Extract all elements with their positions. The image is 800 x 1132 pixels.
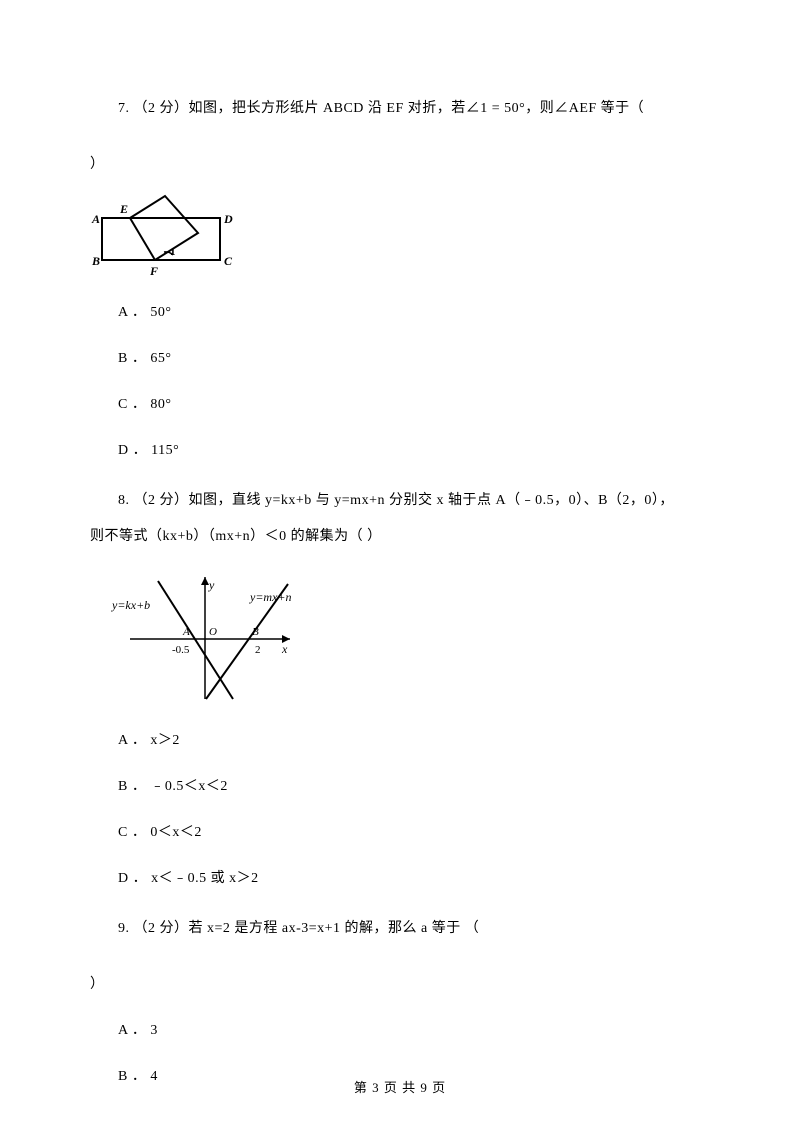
- page-footer: 第 3 页 共 9 页: [0, 1077, 800, 1096]
- svg-text:A: A: [91, 212, 100, 226]
- svg-text:E: E: [119, 202, 128, 216]
- svg-text:O: O: [209, 626, 217, 638]
- q8-option-b: B ． ﹣0.5＜x＜2: [90, 773, 710, 801]
- svg-text:A: A: [182, 626, 190, 638]
- q8-option-a: A ． x＞2: [90, 727, 710, 755]
- svg-text:y: y: [208, 578, 215, 592]
- q8-figure: y=kx+b y=mx+n y x A O B -0.5 2: [110, 569, 710, 709]
- q9-text-1: 9. （2 分）若 x=2 是方程 ax-3=x+1 的解，那么 a 等于 （: [90, 915, 710, 943]
- svg-text:1: 1: [170, 246, 176, 258]
- q9-option-a: A ． 3: [90, 1017, 710, 1045]
- svg-text:-0.5: -0.5: [172, 644, 190, 656]
- q8-text-2: 则不等式（kx+b）（mx+n）＜0 的解集为（ ）: [90, 523, 710, 551]
- svg-text:D: D: [223, 212, 233, 226]
- svg-text:B: B: [252, 626, 259, 638]
- q7-option-b: B ． 65°: [90, 345, 710, 373]
- svg-text:F: F: [149, 264, 158, 278]
- q7-option-d: D ． 115°: [90, 437, 710, 465]
- q7-option-a: A ． 50°: [90, 299, 710, 327]
- svg-text:C: C: [224, 254, 233, 268]
- q8-option-c: C ． 0＜x＜2: [90, 819, 710, 847]
- q8-text-1: 8. （2 分）如图，直线 y=kx+b 与 y=mx+n 分别交 x 轴于点 …: [90, 487, 710, 515]
- svg-text:2: 2: [255, 644, 261, 656]
- svg-text:y=kx+b: y=kx+b: [111, 598, 150, 612]
- svg-text:y=mx+n: y=mx+n: [249, 590, 292, 604]
- q9-text-2: ）: [90, 971, 710, 999]
- q8-option-d: D ． x＜﹣0.5 或 x＞2: [90, 865, 710, 893]
- svg-text:x: x: [281, 642, 288, 656]
- svg-text:B: B: [91, 254, 100, 268]
- q7-option-c: C ． 80°: [90, 391, 710, 419]
- q7-figure: A B C D E F 1: [90, 193, 710, 281]
- q7-text-2: ）: [90, 151, 710, 179]
- q7-text-1: 7. （2 分）如图，把长方形纸片 ABCD 沿 EF 对折，若∠1 = 50°…: [90, 95, 710, 123]
